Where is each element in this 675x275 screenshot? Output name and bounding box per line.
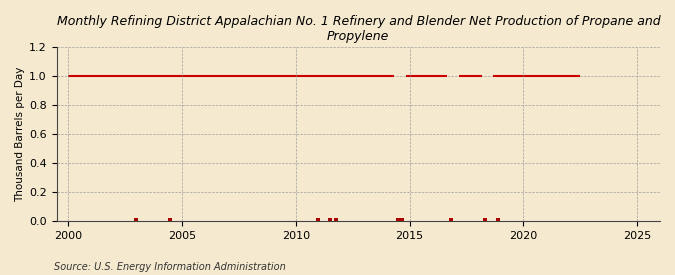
- Y-axis label: Thousand Barrels per Day: Thousand Barrels per Day: [15, 66, 25, 202]
- Text: Source: U.S. Energy Information Administration: Source: U.S. Energy Information Administ…: [54, 262, 286, 272]
- Title: Monthly Refining District Appalachian No. 1 Refinery and Blender Net Production : Monthly Refining District Appalachian No…: [57, 15, 660, 43]
